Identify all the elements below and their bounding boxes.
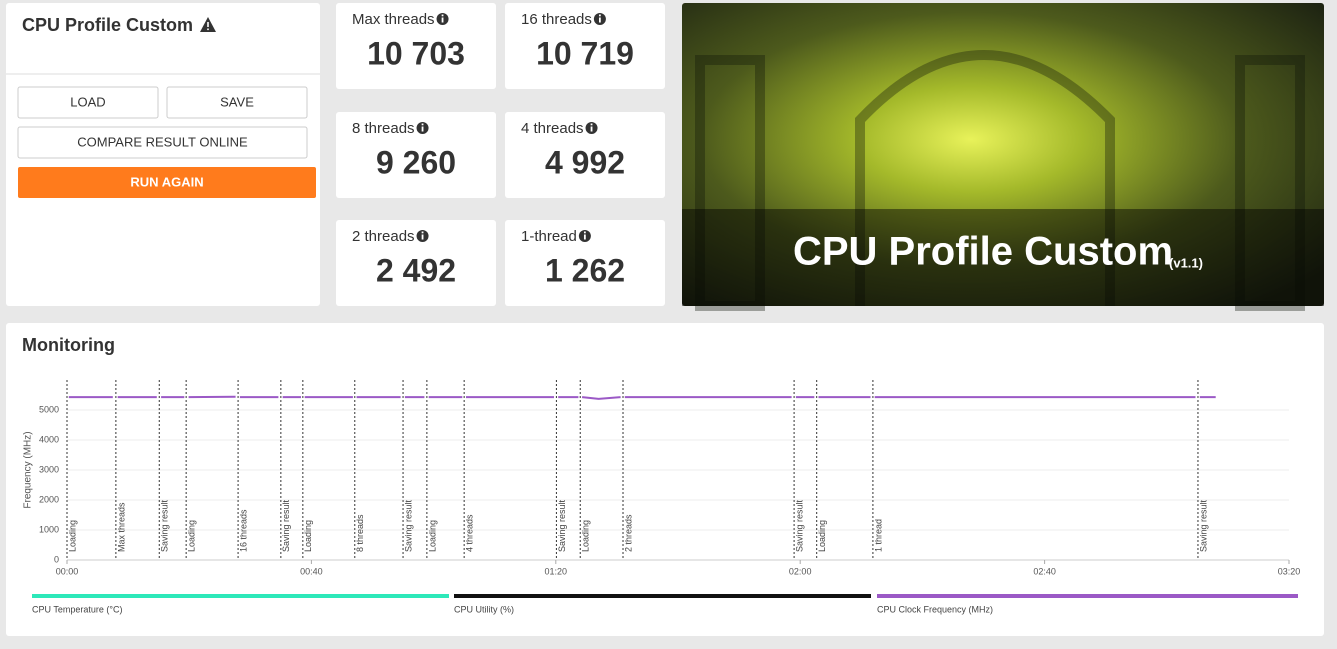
info-icon-mark — [598, 17, 601, 23]
legend-label: CPU Temperature (°C) — [32, 604, 122, 614]
phase-label: Loading — [67, 520, 77, 552]
phase-label: 4 threads — [465, 514, 475, 552]
y-tick-label: 0 — [54, 554, 59, 564]
legend-swatch — [32, 594, 449, 598]
banner-decoration — [695, 50, 1305, 311]
phase-label: Saving result — [794, 499, 804, 552]
phase-label: Loading — [817, 520, 827, 552]
save-label[interactable]: SAVE — [220, 94, 254, 109]
monitoring-panel — [6, 323, 1324, 636]
score-card — [336, 220, 496, 306]
phase-label: 16 threads — [238, 509, 248, 552]
info-icon-dot — [583, 231, 586, 234]
info-icon-dot — [441, 14, 444, 17]
x-tick-label: 02:00 — [789, 566, 812, 576]
x-tick-label: 00:00 — [56, 566, 79, 576]
x-tick-label: 00:40 — [300, 566, 323, 576]
score-card — [505, 112, 665, 198]
y-tick-label: 3000 — [39, 464, 59, 474]
y-axis-label: Frequency (MHz) — [23, 431, 34, 508]
warning-icon — [200, 17, 216, 32]
compare-label[interactable]: COMPARE RESULT ONLINE — [77, 134, 248, 149]
info-icon-mark — [421, 234, 424, 240]
run-again-label[interactable]: RUN AGAIN — [130, 174, 203, 189]
y-tick-label: 5000 — [39, 404, 59, 414]
score-value: 10 719 — [536, 35, 634, 71]
phase-label: Saving result — [1198, 499, 1208, 552]
phase-label: 1 thread — [873, 519, 883, 552]
phase-label: Loading — [187, 520, 197, 552]
phase-label: 2 threads — [623, 514, 633, 552]
phase-label: Loading — [581, 520, 591, 552]
phase-label: Saving result — [281, 499, 291, 552]
info-icon-dot — [590, 123, 593, 126]
load-label[interactable]: LOAD — [70, 94, 105, 109]
score-label: 16 threads — [521, 11, 592, 28]
banner-title: CPU Profile Custom — [793, 230, 1173, 274]
phase-label: Saving result — [403, 499, 413, 552]
legend-label: CPU Utility (%) — [454, 604, 514, 614]
info-icon-dot — [421, 123, 424, 126]
legend-swatch — [877, 594, 1298, 598]
phase-label: 8 threads — [355, 514, 365, 552]
legend-swatch — [454, 594, 871, 598]
score-card — [505, 220, 665, 306]
legend-label: CPU Clock Frequency (MHz) — [877, 604, 993, 614]
phase-label: Saving result — [160, 499, 170, 552]
score-value: 2 492 — [376, 252, 456, 288]
score-label: Max threads — [352, 11, 435, 28]
info-icon-mark — [421, 126, 424, 132]
info-icon-mark — [441, 17, 444, 23]
score-label: 8 threads — [352, 120, 415, 137]
info-icon-mark — [583, 234, 586, 240]
panel-title: CPU Profile Custom — [22, 15, 193, 35]
y-tick-label: 4000 — [39, 434, 59, 444]
score-card — [336, 3, 496, 89]
monitoring-title: Monitoring — [22, 335, 115, 355]
x-tick-label: 01:20 — [545, 566, 568, 576]
score-card — [505, 3, 665, 89]
phase-label: Loading — [427, 520, 437, 552]
y-tick-label: 2000 — [39, 494, 59, 504]
compare-button[interactable] — [17, 126, 308, 159]
series-line — [68, 395, 1216, 400]
run-again-button[interactable] — [18, 167, 316, 198]
save-button[interactable] — [166, 86, 308, 119]
score-card — [336, 112, 496, 198]
banner-image — [682, 3, 1324, 306]
x-tick-label: 03:20 — [1278, 566, 1301, 576]
score-value: 10 703 — [367, 35, 465, 71]
score-label: 1-thread — [521, 228, 577, 245]
y-tick-label: 1000 — [39, 524, 59, 534]
x-tick-label: 02:40 — [1033, 566, 1056, 576]
info-icon-dot — [421, 231, 424, 234]
phase-label: Loading — [303, 520, 313, 552]
load-button[interactable] — [17, 86, 159, 119]
banner-overlay — [682, 209, 1324, 306]
score-value: 9 260 — [376, 144, 456, 180]
phase-label: Saving result — [557, 499, 567, 552]
banner-version: (v1.1) — [1169, 255, 1203, 270]
score-value: 1 262 — [545, 252, 625, 288]
score-label: 4 threads — [521, 120, 584, 137]
info-icon-dot — [598, 14, 601, 17]
info-icon-mark — [590, 126, 593, 132]
score-label: 2 threads — [352, 228, 415, 245]
phase-label: Max threads — [116, 502, 126, 552]
score-value: 4 992 — [545, 144, 625, 180]
